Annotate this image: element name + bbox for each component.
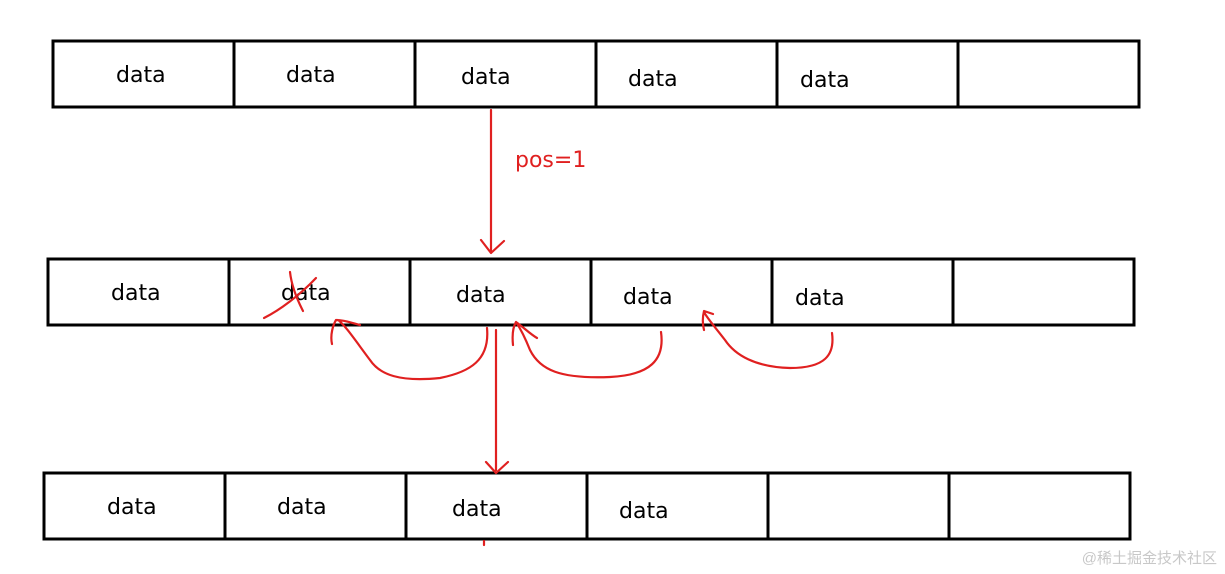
array-shifting: data data data data data (46, 257, 1136, 327)
cell-label: data (461, 65, 511, 90)
array-after: data data data data (42, 471, 1132, 541)
array-cell (413, 39, 598, 109)
array-cell (766, 471, 951, 541)
shift-arrow-2 (511, 320, 663, 379)
array-cell (956, 39, 1141, 109)
array-cell (51, 39, 236, 109)
array-cell (951, 257, 1136, 327)
shift-arrow-3 (701, 309, 834, 370)
array-cell (585, 471, 770, 541)
array-before: data data data data data (51, 39, 1141, 109)
watermark: @稀土掘金技术社区 (1081, 550, 1217, 567)
array-cell (46, 257, 231, 327)
cross-mark-icon (262, 270, 318, 320)
array-cell (770, 257, 955, 327)
cell-label: data (277, 495, 327, 520)
cell-label: data (116, 63, 166, 88)
array-cell (589, 257, 774, 327)
cell-label: data (800, 68, 850, 93)
cell-label: data (286, 63, 336, 88)
array-cell (223, 471, 408, 541)
cell-label: data (452, 497, 502, 522)
array-cell (227, 257, 412, 327)
pos-label: pos=1 (515, 148, 586, 173)
annotations: pos=1 (262, 108, 834, 547)
cell-label: data (795, 286, 845, 311)
cell-label: data (111, 281, 161, 306)
array-cell (42, 471, 227, 541)
cell-label: data (628, 67, 678, 92)
array-cell (232, 39, 417, 109)
array-cell (947, 471, 1132, 541)
shift-arrow-1 (330, 318, 489, 381)
array-cell (594, 39, 779, 109)
cell-label: data (623, 285, 673, 310)
array-cell (404, 471, 589, 541)
cell-label: data (619, 499, 669, 524)
cell-label: data (456, 283, 506, 308)
down-arrow-1 (479, 108, 506, 255)
down-arrow-2 (484, 328, 510, 475)
cell-label: data (107, 495, 157, 520)
